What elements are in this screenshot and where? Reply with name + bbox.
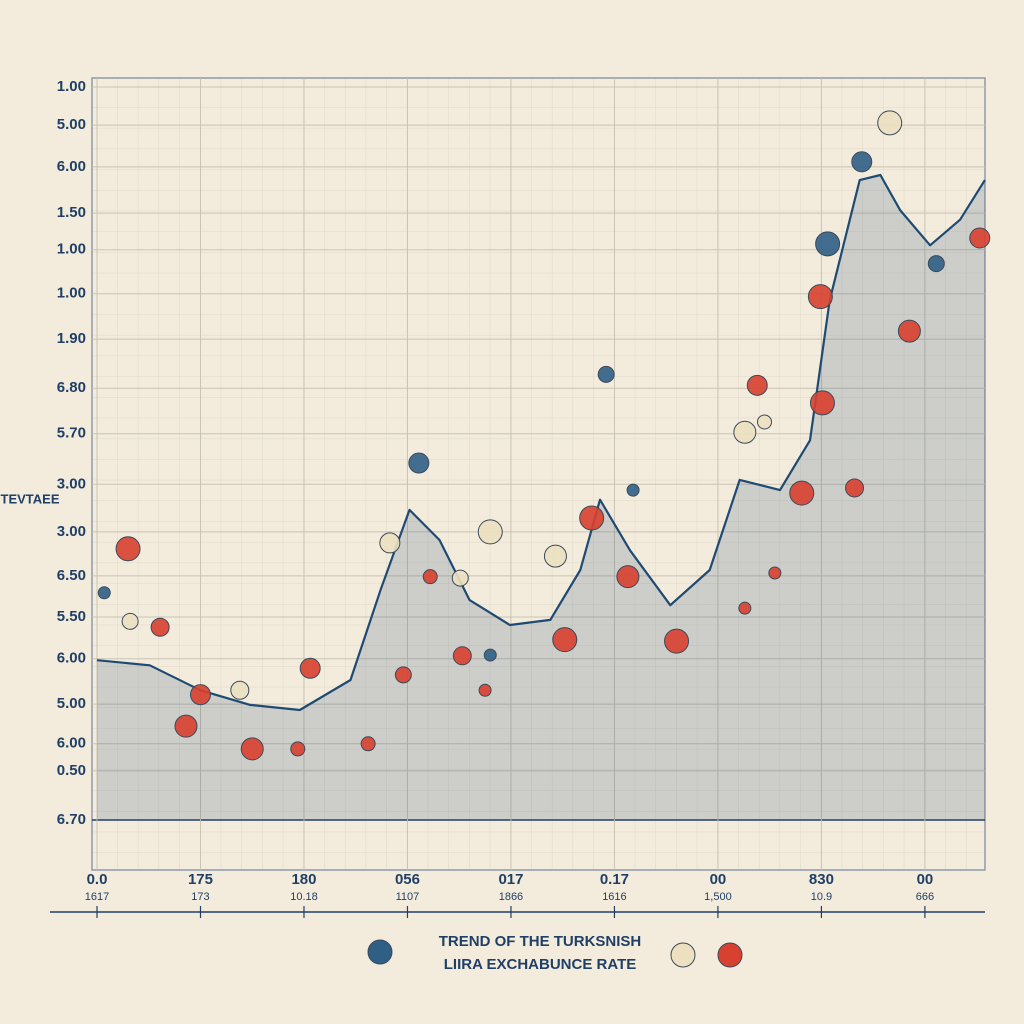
plot-frame — [91, 77, 986, 871]
y-tick-label: 3.00 — [57, 475, 86, 492]
scatter-point — [394, 666, 412, 684]
x-tick-label: 830 — [809, 871, 834, 888]
scatter-point — [552, 627, 578, 653]
scatter-point — [664, 628, 690, 654]
x-tick-label: 00 — [917, 871, 934, 888]
scatter-point — [97, 586, 111, 600]
x-tick-label: 0.0 — [87, 871, 108, 888]
x-tick-sublabel: 1616 — [602, 891, 626, 903]
scatter-point — [969, 227, 991, 249]
y-tick-label: 1.90 — [57, 330, 86, 347]
y-tick-label: 5.70 — [57, 425, 86, 442]
scatter-point — [746, 374, 768, 396]
scatter-point — [452, 646, 472, 666]
scatter-point — [597, 365, 615, 383]
scatter-point — [240, 737, 264, 761]
scatter-point — [543, 544, 567, 568]
x-tick-label: 0.17 — [600, 871, 629, 888]
scatter-point — [733, 420, 757, 444]
scatter-point — [738, 601, 752, 615]
legend-swatch — [670, 942, 696, 968]
x-tick-sublabel: 666 — [916, 891, 934, 903]
y-tick-label: 5.00 — [57, 116, 86, 133]
scatter-point — [897, 319, 921, 343]
y-tick-label: 6.50 — [57, 567, 86, 584]
scatter-point — [230, 680, 250, 700]
scatter-point — [174, 714, 198, 738]
y-axis-label: TEVTAEE — [1, 491, 60, 506]
y-tick-label: 3.00 — [57, 523, 86, 540]
legend-swatch — [717, 942, 743, 968]
scatter-point — [807, 284, 833, 310]
scatter-point — [877, 110, 903, 136]
x-tick-sublabel: 173 — [191, 891, 209, 903]
scatter-point — [845, 478, 865, 498]
scatter-point — [408, 452, 430, 474]
line — [96, 173, 986, 712]
scatter-point — [115, 536, 141, 562]
scatter-point — [477, 519, 503, 545]
scatter-point — [757, 414, 772, 430]
y-tick-label: 1.50 — [57, 204, 86, 221]
y-tick-label: 5.50 — [57, 608, 86, 625]
x-tick-sublabel: 1,500 — [704, 891, 732, 903]
area — [97, 175, 985, 820]
y-tick-label: 6.00 — [57, 158, 86, 175]
scatter-point — [579, 505, 605, 531]
scatter-point — [121, 612, 139, 630]
scatter-point — [150, 617, 170, 637]
y-tick-label: 6.00 — [57, 735, 86, 752]
scatter-point — [483, 648, 497, 662]
scatter-point — [768, 566, 782, 580]
y-tick-label: 1.00 — [57, 285, 86, 302]
x-tick-sublabel: 10.18 — [290, 891, 318, 903]
chart-title: LIIRA EXCHABUNCE RATE — [444, 956, 637, 973]
y-tick-label: 6.80 — [57, 379, 86, 396]
legend-swatch — [367, 939, 393, 965]
x-tick-sublabel: 10.9 — [811, 891, 832, 903]
scatter-point — [189, 684, 211, 706]
scatter-point — [626, 483, 640, 497]
x-tick-label: 00 — [710, 871, 727, 888]
x-tick-label: 175 — [188, 871, 213, 888]
x-tick-sublabel: 1107 — [396, 891, 420, 903]
scatter-point — [451, 569, 469, 587]
scatter-point — [379, 532, 401, 554]
x-tick-sublabel: 1866 — [499, 891, 523, 903]
scatter-point — [851, 151, 873, 173]
scatter-point — [815, 231, 841, 257]
y-tick-label: 1.00 — [57, 78, 86, 95]
y-tick-label: 0.50 — [57, 762, 86, 779]
scatter-point — [360, 736, 376, 752]
scatter-point — [478, 683, 492, 697]
y-tick-label: 6.00 — [57, 650, 86, 667]
y-tick-label: 6.70 — [57, 811, 86, 828]
x-tick-label: 056 — [395, 871, 420, 888]
x-tick-sublabel: 1617 — [85, 891, 109, 903]
scatter-point — [927, 255, 945, 273]
chart-title: TREND OF THE TURKSNISH — [439, 933, 642, 950]
x-tick-label: 180 — [291, 871, 316, 888]
scatter-point — [290, 741, 306, 757]
x-tick-label: 017 — [498, 871, 523, 888]
scatter-point — [422, 569, 438, 585]
scatter-point — [616, 565, 640, 589]
scatter-point — [809, 390, 835, 416]
y-tick-label: 5.00 — [57, 695, 86, 712]
y-tick-label: 1.00 — [57, 241, 86, 258]
scatter-point — [789, 480, 815, 506]
scatter-point — [299, 657, 321, 679]
